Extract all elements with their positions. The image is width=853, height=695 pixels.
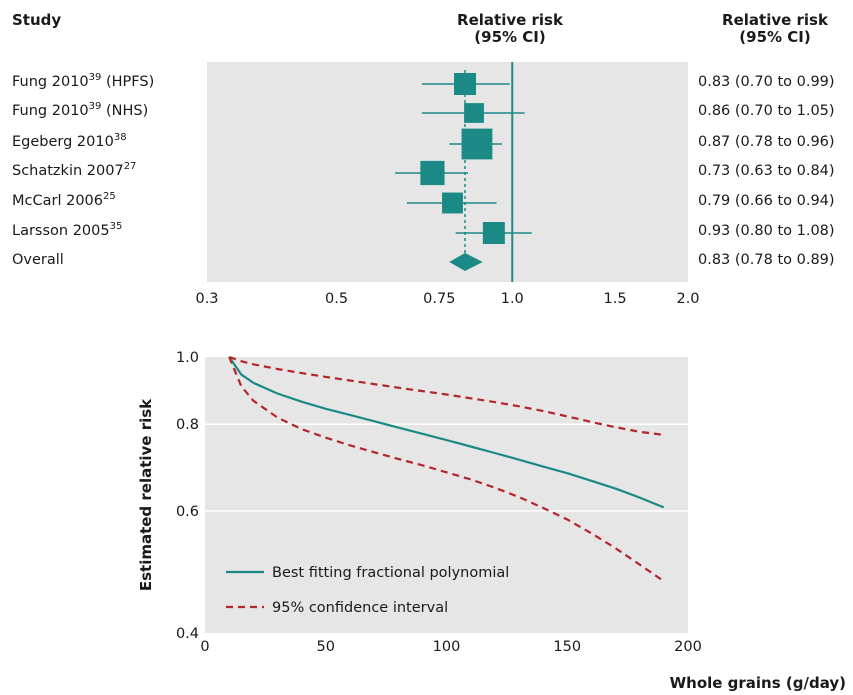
- study-name: Egeberg 2010: [12, 134, 114, 150]
- study-reference: 38: [113, 132, 127, 144]
- overall-diamond: [449, 253, 483, 271]
- study-column-header: Study: [12, 11, 62, 29]
- study-reference: 35: [109, 221, 123, 233]
- study-reference: 39: [88, 72, 102, 84]
- study-label-6: Larsson 200535: [12, 221, 123, 239]
- x-tick-label: 100: [433, 639, 461, 655]
- fitted-line: [228, 356, 665, 509]
- study-label-4: Schatzkin 200727: [12, 161, 137, 179]
- estimate-square-6: [482, 222, 505, 244]
- estimate-square-1: [454, 73, 477, 95]
- ci-label-2: 0.86 (0.70 to 1.05): [698, 103, 835, 119]
- y-axis-label: Estimated relative risk: [137, 398, 155, 591]
- forest-x-tick-label: 1.5: [604, 291, 627, 307]
- study-label-3: Egeberg 201038: [12, 132, 127, 150]
- x-tick-label: 0: [200, 639, 209, 655]
- y-tick-label: 0.6: [176, 504, 199, 520]
- ci-bound-line-1: [228, 355, 664, 436]
- ci-label-6: 0.93 (0.80 to 1.08): [698, 223, 835, 239]
- estimate-square-4: [420, 160, 445, 186]
- study-name: Schatzkin 2007: [12, 163, 124, 179]
- line-plot-panel: [205, 357, 688, 633]
- ci-label-1: 0.83 (0.70 to 0.99): [698, 74, 835, 90]
- forest-x-tick-label: 0.3: [195, 291, 218, 307]
- study-name: Fung 2010: [12, 74, 89, 90]
- overall-label: Overall: [12, 252, 64, 268]
- ci-header-line2: (95% CI): [739, 28, 811, 46]
- ci-header-line1: Relative risk: [722, 11, 828, 29]
- study-label-2: Fung 201039 (NHS): [12, 101, 149, 119]
- estimate-square-5: [442, 192, 463, 214]
- ci-column-header: Relative risk (95% CI): [700, 12, 850, 46]
- forest-plot-panel: [207, 62, 688, 282]
- forest-x-tick-label: 2.0: [676, 291, 699, 307]
- forest-x-tick-label: 0.5: [325, 291, 348, 307]
- study-cohort: (NHS): [101, 103, 149, 119]
- study-reference: 25: [103, 191, 116, 203]
- ci-label-5: 0.79 (0.66 to 0.94): [698, 193, 835, 209]
- study-name: Larsson 2005: [12, 223, 110, 239]
- x-tick-label: 50: [317, 639, 335, 655]
- ci-label-3: 0.87 (0.78 to 0.96): [698, 134, 835, 150]
- relative-risk-header-line1: Relative risk: [457, 11, 563, 29]
- relative-risk-header-line2: (95% CI): [474, 28, 546, 46]
- study-name: Fung 2010: [12, 103, 89, 119]
- study-reference: 39: [88, 101, 102, 113]
- estimate-square-2: [464, 103, 484, 123]
- relative-risk-column-header: Relative risk (95% CI): [430, 12, 590, 46]
- ci-bound-line-2: [228, 356, 665, 583]
- x-tick-label: 200: [674, 639, 702, 655]
- forest-x-tick-label: 0.75: [423, 291, 455, 307]
- y-tick-label: 1.0: [176, 350, 199, 366]
- legend-label-fitted: Best fitting fractional polynomial: [272, 565, 509, 581]
- estimate-square-3: [461, 128, 493, 160]
- study-name: McCarl 2006: [12, 193, 103, 209]
- legend-label-ci: 95% confidence interval: [272, 600, 448, 616]
- study-label-1: Fung 201039 (HPFS): [12, 72, 155, 90]
- y-tick-label: 0.4: [176, 626, 199, 642]
- overall-ci-label: 0.83 (0.78 to 0.89): [698, 252, 835, 268]
- x-tick-label: 150: [553, 639, 581, 655]
- study-cohort: (HPFS): [101, 74, 155, 90]
- study-label-5: McCarl 200625: [12, 191, 116, 209]
- y-tick-label: 0.8: [176, 417, 199, 433]
- study-reference: 27: [123, 161, 137, 173]
- dose-response-chart: 0.4 0.6 0.8 1.0 0 50 100 150 200 Best fitting fra…: [137, 350, 846, 692]
- x-axis-label: Whole grains (g/day): [670, 674, 846, 692]
- forest-x-tick-label: 1.0: [501, 291, 524, 307]
- forest-plot: 0.3 0.5 0.75 1.0 1.5 2.0: [195, 62, 700, 307]
- ci-label-4: 0.73 (0.63 to 0.84): [698, 163, 835, 179]
